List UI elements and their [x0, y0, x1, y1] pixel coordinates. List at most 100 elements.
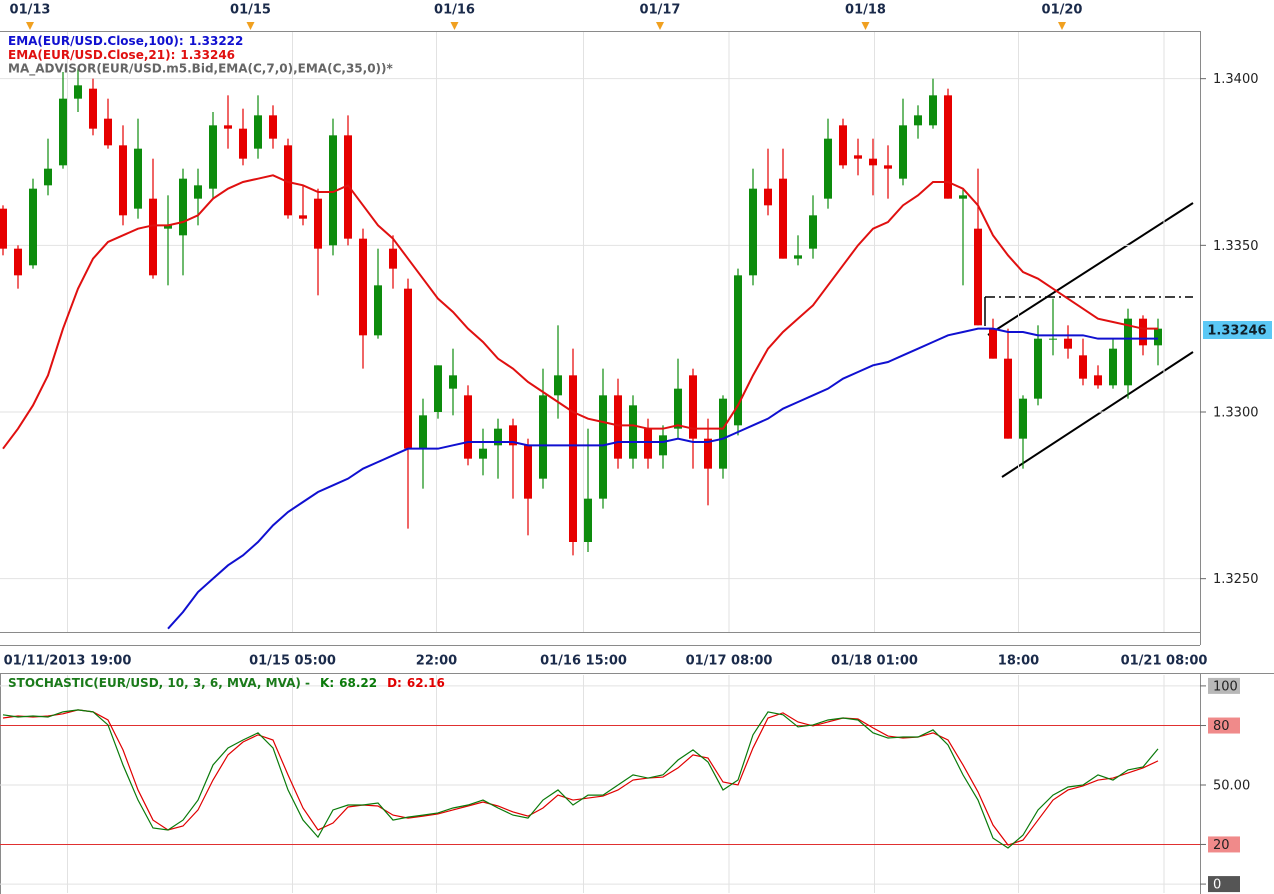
candle-body: [374, 285, 382, 336]
study-label: MA_ADVISOR(EUR/USD.m5.Bid,EMA(C,7,0),EMA…: [8, 62, 394, 77]
x-tick-label: 01/11/2013 19:00: [4, 654, 132, 669]
candle-body: [644, 428, 652, 459]
candle-body: [509, 425, 517, 446]
candle-body: [989, 328, 997, 359]
candle-body: [1154, 328, 1162, 346]
candle-body: [599, 395, 607, 499]
x-tick-label: 01/17 08:00: [686, 654, 773, 669]
legend-entry: EMA(EUR/USD.Close,100): 1.33222: [8, 34, 243, 48]
candle-body: [0, 208, 7, 249]
candle-body: [1094, 375, 1102, 386]
candle-body: [284, 145, 292, 216]
y-tick-label: 1.3300: [1213, 406, 1259, 421]
y-tick-label: 1.3250: [1213, 572, 1259, 587]
y-tick-box: [1208, 677, 1240, 694]
legend-value: 62.16: [407, 676, 445, 690]
candle-body: [674, 388, 682, 429]
candle-body: [839, 125, 847, 166]
drawing-tools: [984, 202, 1194, 478]
date-marker: [246, 22, 255, 30]
x-tick-label: 22:00: [416, 654, 457, 669]
candle-body: [569, 375, 577, 542]
y-tick-box: [1208, 717, 1240, 734]
y-tick-label: 80: [1213, 719, 1230, 734]
x-tick-label: 01/16 15:00: [540, 654, 627, 669]
trend-line: [1001, 351, 1194, 478]
panel-title-text: STOCHASTIC(EUR/USD, 10, 3, 6, MVA, MVA) …: [8, 676, 310, 690]
candle-body: [314, 198, 322, 249]
candle-body: [524, 445, 532, 499]
series-line: [2, 174, 1158, 450]
candle-body: [884, 165, 892, 169]
candle-body: [1049, 338, 1057, 340]
candle-body: [149, 198, 157, 276]
candle-body: [1109, 348, 1117, 386]
candle-body: [419, 415, 427, 449]
candle-body: [1004, 358, 1012, 439]
y-tick-label: 100: [1213, 679, 1238, 694]
date-marker: [861, 22, 870, 30]
legend-entry: EMA(EUR/USD.Close,21): 1.33246: [8, 48, 235, 62]
series-line: [2, 709, 1159, 849]
candle-body: [689, 375, 697, 439]
candle-body: [344, 135, 352, 239]
candle-body: [299, 215, 307, 219]
candle-body: [554, 375, 562, 396]
candle-body: [254, 115, 262, 149]
date-marker: [656, 22, 664, 30]
top-date-label: 01/13: [10, 3, 51, 18]
candle-body: [824, 138, 832, 199]
candle-body: [734, 275, 742, 426]
candle-body: [719, 398, 727, 469]
candle-body: [704, 438, 712, 469]
candle-body: [1139, 318, 1147, 346]
y-tick-label: 50.00: [1213, 778, 1250, 793]
candle-body: [1079, 355, 1087, 379]
date-marker: [26, 22, 34, 30]
legend-name: EMA(EUR/USD.Close,21):: [8, 48, 175, 62]
legend-value: 1.33246: [180, 48, 235, 62]
legend-value: 1.33222: [189, 34, 244, 48]
candle-body: [14, 248, 22, 276]
trend-line: [987, 202, 1194, 336]
candle-body: [1064, 338, 1072, 349]
candle-body: [119, 145, 127, 216]
candle-body: [614, 395, 622, 459]
candle-body: [974, 228, 982, 326]
candle-body: [659, 435, 667, 456]
top-date-label: 01/16: [434, 3, 475, 18]
candle-body: [464, 395, 472, 459]
candle-body: [749, 188, 757, 276]
candle-body: [899, 125, 907, 179]
candle-body: [44, 168, 52, 186]
candle-body: [269, 115, 277, 139]
price-marker: [1203, 321, 1272, 339]
candle-body: [329, 135, 337, 246]
panel-title: STOCHASTIC(EUR/USD, 10, 3, 6, MVA, MVA) …: [8, 676, 445, 690]
candle-body: [764, 188, 772, 206]
plot-area: [0, 675, 1200, 893]
candle-body: [809, 215, 817, 249]
candle-body: [449, 375, 457, 389]
candle-body: [1019, 398, 1027, 439]
y-tick-label: 1.3350: [1213, 239, 1259, 254]
y-tick-box: [1208, 876, 1240, 893]
top-date-label: 01/18: [845, 3, 886, 18]
price-marker-label: 1.33246: [1207, 324, 1266, 339]
candle-body: [914, 115, 922, 126]
legend-value: 68.22: [339, 676, 377, 690]
x-tick-label: 01/18 01:00: [831, 654, 918, 669]
date-marker: [1058, 22, 1066, 30]
candle-body: [59, 98, 67, 166]
legend-name: EMA(EUR/USD.Close,100):: [8, 34, 184, 48]
plot-area: [0, 32, 1200, 632]
candle-body: [224, 125, 232, 129]
top-date-label: 01/17: [640, 3, 681, 18]
x-tick-label: 18:00: [998, 654, 1039, 669]
candle-body: [869, 158, 877, 166]
y-tick-label: 1.3400: [1213, 72, 1259, 87]
candle-body: [239, 128, 247, 159]
candle-body: [794, 255, 802, 259]
candle-body: [434, 365, 442, 412]
